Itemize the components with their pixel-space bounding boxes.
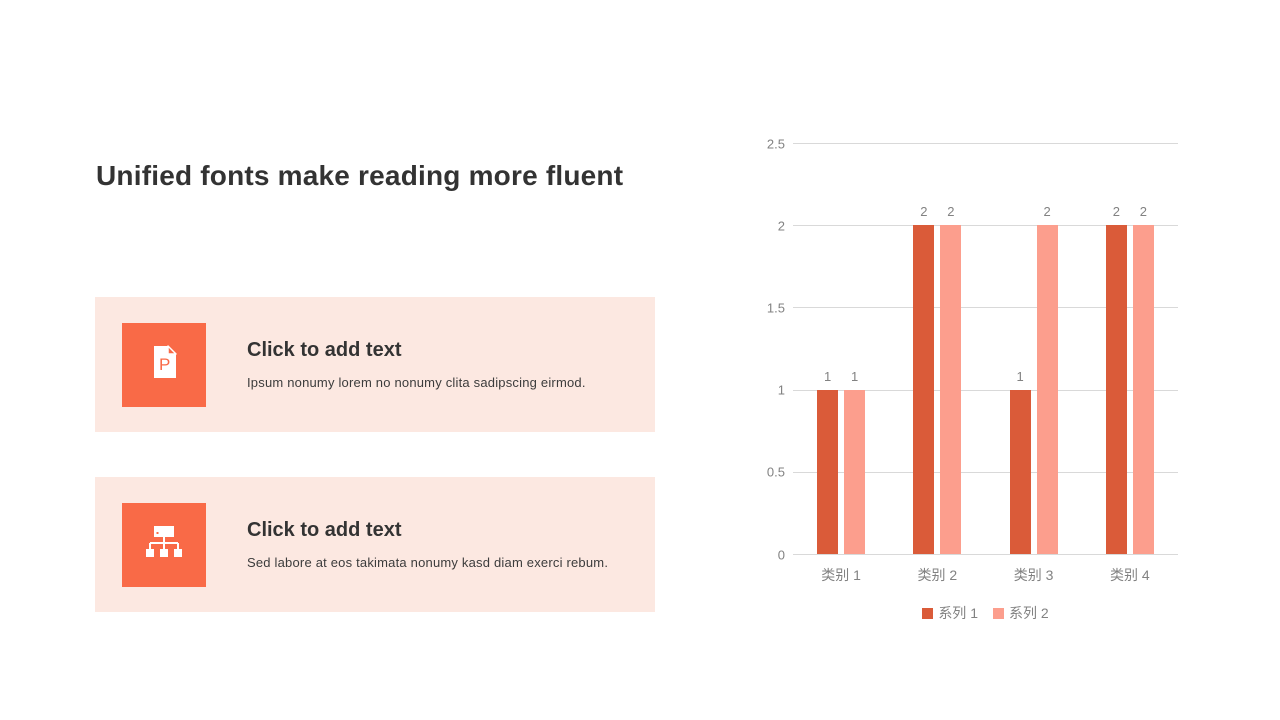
plot-area: 0 0.5 1 1.5 2 2.5 类别 1 1 1 类别 2 2 2 类别 3 1 2 类别 4 2 2 bbox=[767, 136, 1178, 583]
legend-swatch bbox=[922, 607, 934, 619]
legend-item: 系列 2 bbox=[993, 603, 1049, 623]
gridline bbox=[793, 554, 1178, 555]
bar-series-1 bbox=[1009, 389, 1031, 554]
card-body-text[interactable]: Sed labore at eos takimata nonumy kasd d… bbox=[247, 555, 609, 570]
y-axis-tick: 2.5 bbox=[766, 136, 785, 151]
document-p-icon: P bbox=[142, 340, 186, 389]
bar-series-1 bbox=[1105, 225, 1127, 554]
legend-item: 系列 1 bbox=[922, 603, 978, 623]
data-label: 1 bbox=[1016, 368, 1024, 384]
card-heading[interactable]: Click to add text bbox=[247, 339, 402, 361]
data-label: 2 bbox=[1139, 204, 1147, 220]
data-label: 2 bbox=[920, 204, 928, 220]
gridline bbox=[793, 389, 1178, 391]
bar-chart: 0 0.5 1 1.5 2 2.5 类别 1 1 1 类别 2 2 2 类别 3 1 2 类别 4 2 2 系列 … bbox=[758, 135, 1188, 640]
gridline bbox=[793, 307, 1178, 309]
gridline bbox=[793, 143, 1178, 144]
y-axis-tick: 0 bbox=[777, 547, 785, 562]
data-label: 2 bbox=[947, 204, 955, 220]
data-label: 2 bbox=[1112, 204, 1120, 220]
bar-series-2 bbox=[1036, 225, 1058, 554]
gridline bbox=[793, 471, 1178, 473]
bar-series-1 bbox=[913, 225, 935, 554]
y-axis-tick: 2 bbox=[777, 218, 785, 234]
data-label: 1 bbox=[851, 368, 859, 384]
bar-series-2 bbox=[844, 389, 866, 554]
card-heading[interactable]: Click to add text bbox=[247, 519, 402, 541]
legend-label: 系列 1 bbox=[938, 605, 978, 621]
placeholder-card-2[interactable]: Click to add text Sed labore at eos taki… bbox=[95, 477, 655, 612]
legend-swatch bbox=[993, 607, 1004, 619]
y-axis-tick: 0.5 bbox=[766, 464, 785, 480]
x-axis-label: 类别 4 bbox=[1110, 567, 1150, 583]
x-axis-label: 类别 2 bbox=[917, 567, 958, 583]
data-label: 2 bbox=[1043, 204, 1051, 220]
data-label: 1 bbox=[824, 368, 832, 384]
y-axis-tick: 1.5 bbox=[766, 300, 785, 316]
icon-tile bbox=[122, 502, 206, 587]
bar-series-2 bbox=[940, 225, 962, 554]
chart-legend: 系列 1 系列 2 bbox=[793, 603, 1178, 623]
svg-text:P: P bbox=[159, 355, 170, 374]
legend-label: 系列 2 bbox=[1009, 605, 1049, 621]
bar-series-2 bbox=[1132, 225, 1154, 554]
icon-tile: P bbox=[122, 322, 206, 407]
placeholder-card-1[interactable]: P Click to add text Ipsum nonumy lorem n… bbox=[95, 297, 655, 432]
slide-title: Unified fonts make reading more fluent bbox=[96, 160, 624, 191]
bar-series-1 bbox=[817, 389, 839, 554]
x-axis-label: 类别 3 bbox=[1013, 567, 1054, 583]
card-body-text[interactable]: Ipsum nonumy lorem no nonumy clita sadip… bbox=[247, 375, 586, 390]
y-axis-tick: 1 bbox=[777, 382, 785, 398]
gridline bbox=[793, 225, 1178, 227]
x-axis-label: 类别 1 bbox=[821, 567, 861, 583]
org-chart-icon bbox=[141, 519, 187, 570]
